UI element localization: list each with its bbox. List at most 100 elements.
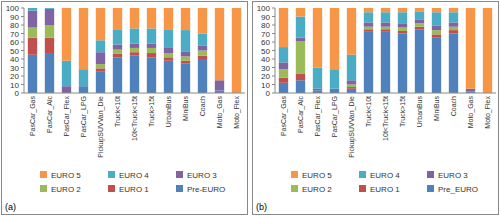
legend-label: EURO 2: [51, 185, 81, 194]
bar-segment: [181, 8, 190, 30]
bar-segment: [96, 68, 105, 71]
bar-segment: [147, 28, 156, 43]
y-tick-label: 10: [261, 81, 270, 90]
bar-segment: [330, 89, 339, 93]
bar-segment: [28, 8, 37, 9]
legend-label: Pre_EURO: [438, 185, 478, 194]
y-tick-label: 0: [266, 89, 271, 98]
bar-segment: [415, 8, 424, 11]
y-tick-label: 70: [10, 30, 19, 39]
bar-segment: [215, 80, 224, 90]
legend-label: EURO 3: [187, 171, 217, 180]
bar-segment: [347, 89, 356, 93]
bar-segment: [130, 52, 139, 55]
x-tick-label: 10t<Truck<15t: [131, 96, 138, 141]
bar-segment: [181, 30, 190, 51]
bar-segment: [45, 8, 54, 9]
bar-segment: [381, 8, 390, 12]
chart-root: 0102030405060708090100PasCar_GasPasCar_A…: [0, 0, 500, 216]
bar-segment: [215, 8, 224, 80]
bar-segment: [279, 83, 288, 93]
y-tick-label: 80: [10, 21, 19, 30]
bar-segment: [449, 34, 458, 94]
x-tick-label: PickupSUVVan_Die: [97, 96, 105, 158]
bar-segment: [147, 8, 156, 28]
bar-segment: [296, 80, 305, 93]
bar-segment: [432, 30, 441, 34]
panel-frame: [2, 2, 248, 215]
bar-segment: [45, 25, 54, 38]
bar-segment: [398, 12, 407, 23]
bar-segment: [147, 48, 156, 53]
bar-segment: [364, 8, 373, 12]
panel-title: (b): [256, 202, 267, 212]
bar-segment: [198, 45, 207, 50]
bar-segment: [432, 12, 441, 26]
bar-segment: [330, 69, 339, 89]
bar-segment: [198, 56, 207, 59]
x-tick-label: Truck<10t: [365, 96, 372, 127]
bar-segment: [432, 34, 441, 37]
bar-segment: [381, 27, 390, 30]
panel: 0102030405060708090100PasCar_GasPasCar_A…: [2, 2, 248, 215]
y-tick-label: 100: [6, 4, 20, 13]
legend-swatch: [176, 171, 183, 178]
bar-segment: [164, 29, 173, 48]
y-tick-label: 90: [261, 13, 270, 22]
bar-segment: [147, 57, 156, 93]
bar-segment: [364, 22, 373, 26]
legend-label: EURO 4: [119, 171, 149, 180]
bar-segment: [296, 38, 305, 41]
y-tick-label: 20: [261, 72, 270, 81]
x-tick-label: PasCar_Flex: [314, 96, 322, 137]
y-tick-label: 0: [15, 89, 20, 98]
bar-segment: [45, 53, 54, 93]
bar-segment: [279, 69, 288, 78]
x-tick-label: Truck>15t: [148, 96, 155, 127]
bar-segment: [296, 8, 305, 17]
bar-segment: [45, 9, 54, 25]
legend-swatch: [108, 171, 115, 178]
bar-segment: [28, 28, 37, 38]
bar-segment: [113, 8, 122, 29]
bar-segment: [28, 55, 37, 93]
bar-segment: [415, 27, 424, 30]
bar-segment: [198, 59, 207, 93]
bar-segment: [113, 54, 122, 57]
bar-segment: [113, 29, 122, 44]
bar-segment: [347, 8, 356, 55]
bar-segment: [415, 29, 424, 93]
bar-segment: [347, 80, 356, 84]
bar-segment: [364, 27, 373, 30]
bar-segment: [130, 8, 139, 28]
bar-segment: [398, 23, 407, 27]
bar-segment: [113, 45, 122, 50]
x-tick-label: MiniBus: [182, 96, 189, 121]
bar-segment: [279, 62, 288, 69]
bar-segment: [198, 34, 207, 46]
bar-segment: [432, 26, 441, 30]
bar-segment: [364, 12, 373, 22]
bar-segment: [347, 55, 356, 81]
bar-segment: [279, 47, 288, 62]
x-tick-label: Moto_Gas: [467, 96, 475, 129]
bar-segment: [147, 44, 156, 48]
legend-swatch: [40, 185, 47, 192]
legend-swatch: [427, 171, 434, 178]
y-tick-label: 40: [10, 55, 19, 64]
bar-segment: [96, 64, 105, 68]
y-tick-label: 80: [261, 21, 270, 30]
x-tick-label: PickupSUVVan_Die: [348, 96, 356, 158]
y-tick-label: 50: [261, 47, 270, 56]
bar-segment: [62, 61, 71, 86]
x-tick-label: Truck<10t: [114, 96, 121, 127]
bar-segment: [432, 8, 441, 12]
y-axis: [24, 8, 25, 93]
bar-segment: [79, 69, 88, 86]
legend-label: EURO 2: [302, 185, 332, 194]
y-axis: [275, 8, 276, 93]
bar-segment: [296, 17, 305, 38]
bar-segment: [364, 32, 373, 93]
legend-label: Pre-EURO: [187, 185, 225, 194]
legend-swatch: [427, 185, 434, 192]
